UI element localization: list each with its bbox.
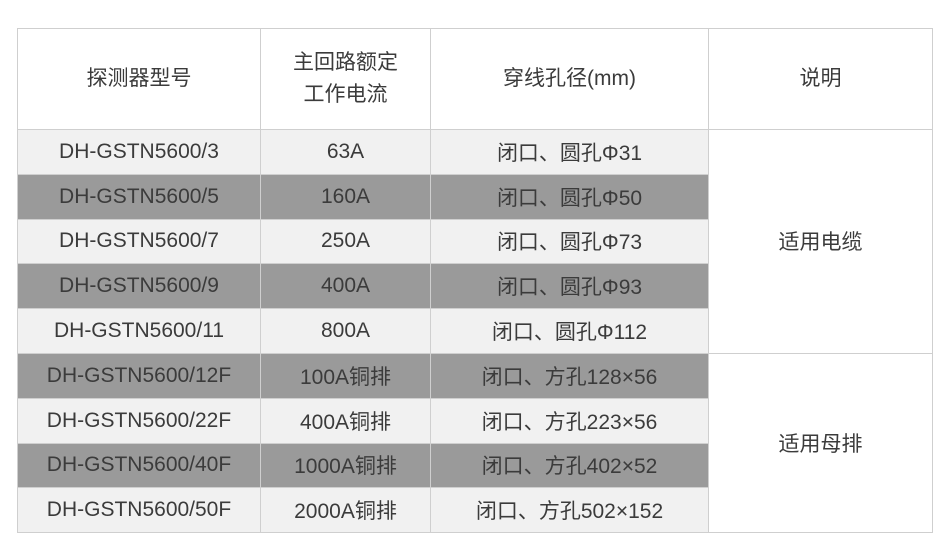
- column-header-current: 主回路额定 工作电流: [260, 28, 431, 130]
- cell-current: 63A: [260, 129, 431, 175]
- table-body: DH-GSTN5600/3 63A 闭口、圆孔Φ31 适用电缆 DH-GSTN5…: [17, 129, 933, 534]
- cell-current: 1000A铜排: [260, 442, 431, 489]
- cell-hole: 闭口、圆孔Φ93: [430, 263, 709, 310]
- table-row: DH-GSTN5600/22F 400A铜排 闭口、方孔223×56: [17, 397, 933, 444]
- cell-hole: 闭口、方孔502×152: [430, 487, 709, 534]
- column-header-hole: 穿线孔径(mm): [430, 28, 709, 130]
- table-row: DH-GSTN5600/50F 2000A铜排 闭口、方孔502×152: [17, 487, 933, 534]
- cell-current: 250A: [260, 218, 431, 265]
- cell-hole: 闭口、方孔128×56: [430, 352, 709, 399]
- cell-current: 400A铜排: [260, 397, 431, 444]
- column-header-model-line-1: 探测器型号: [86, 67, 192, 90]
- table-row: DH-GSTN5600/9 400A 闭口、圆孔Φ93: [17, 263, 933, 310]
- cell-model: DH-GSTN5600/50F: [17, 487, 261, 534]
- column-header-hole-line-1: 穿线孔径(mm): [503, 67, 636, 90]
- cell-current: 400A: [260, 263, 431, 310]
- table-row: DH-GSTN5600/40F 1000A铜排 闭口、方孔402×52: [17, 442, 933, 489]
- cell-model: DH-GSTN5600/11: [17, 308, 261, 354]
- table-row: DH-GSTN5600/12F 100A铜排 闭口、方孔128×56 适用母排: [17, 352, 933, 534]
- column-header-model: 探测器型号: [17, 28, 261, 130]
- header-row: 探测器型号 主回路额定 工作电流 穿线孔径(mm) 说明: [17, 28, 933, 130]
- cell-hole: 闭口、方孔402×52: [430, 442, 709, 489]
- cell-model: DH-GSTN5600/3: [17, 129, 261, 175]
- cell-current: 2000A铜排: [260, 487, 431, 534]
- cell-hole: 闭口、圆孔Φ112: [430, 308, 709, 354]
- specification-table-container: 探测器型号 主回路额定 工作电流 穿线孔径(mm) 说明 DH-GSTN5600…: [17, 28, 933, 534]
- cell-model: DH-GSTN5600/22F: [17, 397, 261, 444]
- cell-note-busbar: 适用母排: [708, 352, 933, 534]
- cell-hole: 闭口、方孔223×56: [430, 397, 709, 444]
- detector-specification-table: 探测器型号 主回路额定 工作电流 穿线孔径(mm) 说明 DH-GSTN5600…: [17, 28, 933, 534]
- table-header: 探测器型号 主回路额定 工作电流 穿线孔径(mm) 说明: [17, 28, 933, 130]
- table-row: DH-GSTN5600/3 63A 闭口、圆孔Φ31 适用电缆: [17, 129, 933, 354]
- cell-current: 800A: [260, 308, 431, 354]
- cell-model: DH-GSTN5600/40F: [17, 442, 261, 489]
- cell-model: DH-GSTN5600/5: [17, 173, 261, 220]
- cell-model: DH-GSTN5600/12F: [17, 352, 261, 399]
- cell-model: DH-GSTN5600/9: [17, 263, 261, 310]
- table-row: DH-GSTN5600/7 250A 闭口、圆孔Φ73: [17, 218, 933, 265]
- cell-note-cable: 适用电缆: [708, 129, 933, 354]
- column-header-note-line-1: 说明: [799, 67, 842, 90]
- cell-hole: 闭口、圆孔Φ50: [430, 173, 709, 220]
- cell-model: DH-GSTN5600/7: [17, 218, 261, 265]
- table-row: DH-GSTN5600/11 800A 闭口、圆孔Φ112: [17, 308, 933, 354]
- cell-current: 100A铜排: [260, 352, 431, 399]
- table-row: DH-GSTN5600/5 160A 闭口、圆孔Φ50: [17, 173, 933, 220]
- cell-hole: 闭口、圆孔Φ31: [430, 129, 709, 175]
- cell-hole: 闭口、圆孔Φ73: [430, 218, 709, 265]
- cell-current: 160A: [260, 173, 431, 220]
- column-header-current-line-1: 主回路额定: [293, 51, 398, 74]
- column-header-current-line-2: 工作电流: [303, 83, 388, 106]
- column-header-note: 说明: [708, 28, 933, 130]
